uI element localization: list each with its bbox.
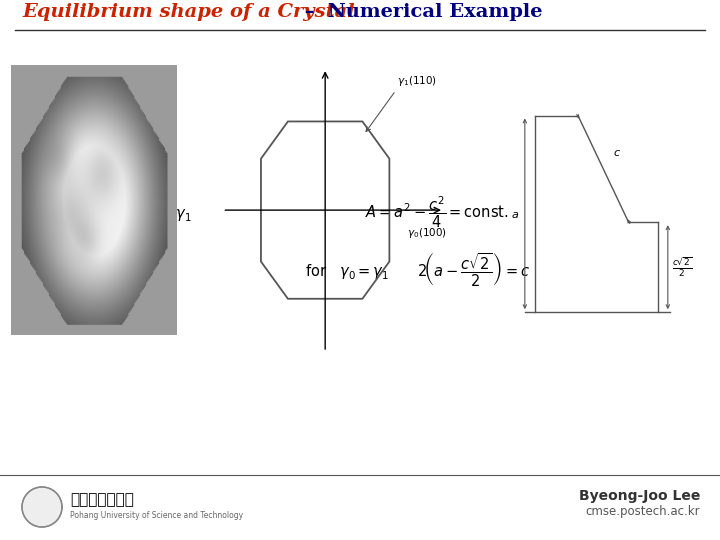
Text: $\dfrac{c}{a} = 2\!\left(\sqrt{2} - \dfrac{\gamma_1}{\gamma_2}\right)$: $\dfrac{c}{a} = 2\!\left(\sqrt{2} - \dfr… bbox=[18, 254, 128, 286]
Text: $\Sigma A_i \; \gamma_i \; = \;\; \mathrm{min.}$: $\Sigma A_i \; \gamma_i \; = \;\; \mathr… bbox=[32, 145, 166, 167]
Text: cmse.postech.ac.kr: cmse.postech.ac.kr bbox=[585, 505, 700, 518]
Text: –  Numerical Example: – Numerical Example bbox=[298, 3, 542, 21]
Text: Pohang University of Science and Technology: Pohang University of Science and Technol… bbox=[70, 511, 243, 521]
Text: Byeong-Joo Lee: Byeong-Joo Lee bbox=[579, 489, 700, 503]
Text: $\dfrac{c\sqrt{2}}{2}$: $\dfrac{c\sqrt{2}}{2}$ bbox=[672, 255, 693, 279]
Text: $c$: $c$ bbox=[613, 148, 621, 158]
Circle shape bbox=[22, 487, 62, 527]
Text: $E_s = 2\!\left(a - \dfrac{c\sqrt{2}}{2}\right)\!\gamma_0 + c\gamma_1$: $E_s = 2\!\left(a - \dfrac{c\sqrt{2}}{2}… bbox=[18, 193, 192, 231]
Text: $\gamma_0(100)$: $\gamma_0(100)$ bbox=[408, 226, 447, 240]
Text: Equilibrium shape of a Crystal: Equilibrium shape of a Crystal bbox=[22, 3, 355, 21]
Text: $A = a^2 - \dfrac{c^2}{4} = \mathrm{const.}$: $A = a^2 - \dfrac{c^2}{4} = \mathrm{cons… bbox=[365, 194, 508, 230]
Text: $\mathrm{for} \quad \gamma_0 = \gamma_1 \qquad 2\!\left(a - \dfrac{c\sqrt{2}}{2}: $\mathrm{for} \quad \gamma_0 = \gamma_1 … bbox=[305, 251, 530, 289]
Text: $\gamma_1(110)$: $\gamma_1(110)$ bbox=[397, 74, 437, 88]
Text: 포항공과대학교: 포항공과대학교 bbox=[70, 492, 134, 508]
Text: $a$: $a$ bbox=[510, 210, 518, 220]
